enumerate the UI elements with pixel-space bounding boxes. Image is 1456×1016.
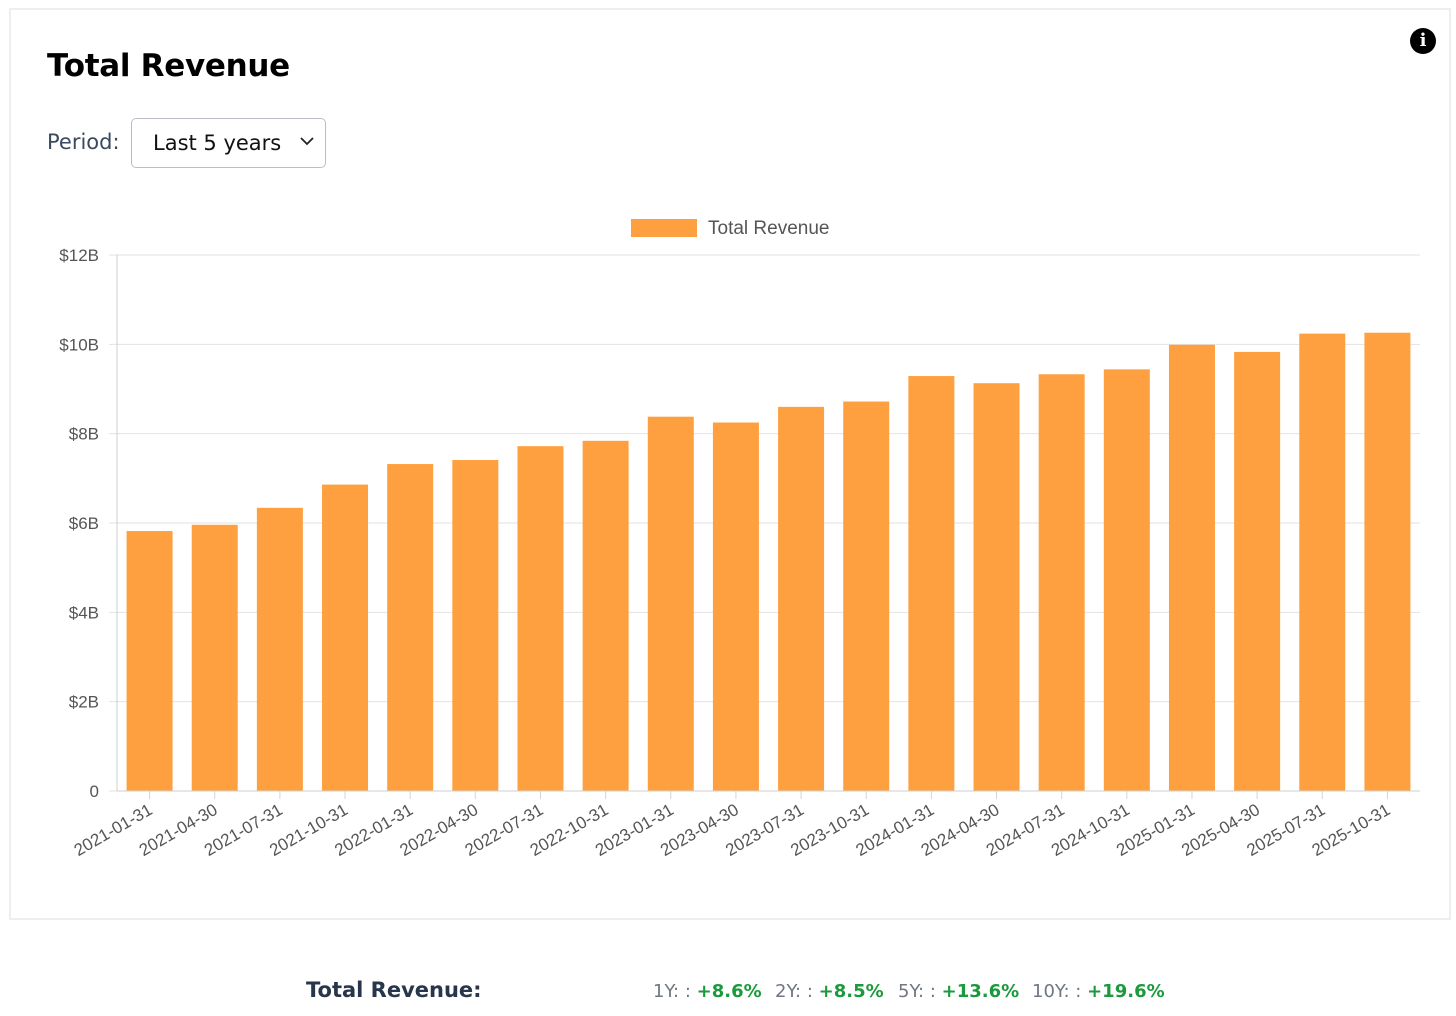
y-tick-label: 0 bbox=[90, 782, 99, 801]
revenue-bar-chart: 0$2B$4B$6B$8B$10B$12B2021-01-312021-04-3… bbox=[59, 218, 1420, 860]
y-tick-label: $4B bbox=[69, 603, 99, 622]
growth-1y: 1Y: : +8.6% bbox=[653, 981, 762, 1002]
bar-2023-10-31 bbox=[843, 401, 890, 791]
legend-label: Total Revenue bbox=[708, 218, 829, 239]
bar-2021-10-31 bbox=[322, 484, 369, 791]
summary-label: Total Revenue: bbox=[306, 978, 482, 1002]
bar-2024-01-31 bbox=[908, 376, 955, 791]
growth-5y: 5Y: : +13.6% bbox=[898, 981, 1019, 1002]
bar-2022-07-31 bbox=[517, 446, 564, 791]
period-label: Period: bbox=[47, 130, 120, 154]
bar-2021-04-30 bbox=[191, 524, 238, 791]
revenue-card: Total Revenue i Period: Last 5 years 0 $2… bbox=[9, 8, 1451, 920]
bar-2023-01-31 bbox=[647, 416, 694, 791]
bar-2025-01-31 bbox=[1168, 344, 1215, 791]
growth-5y-value: +13.6% bbox=[941, 981, 1020, 1002]
legend-swatch bbox=[631, 219, 697, 237]
growth-1y-value: +8.6% bbox=[696, 981, 762, 1002]
bar-2023-04-30 bbox=[712, 422, 759, 791]
chevron-down-icon bbox=[300, 137, 314, 146]
page-title: Total Revenue bbox=[47, 48, 290, 84]
growth-2y: 2Y: : +8.5% bbox=[775, 981, 884, 1002]
bar-2025-07-31 bbox=[1299, 333, 1346, 791]
y-tick-label: $10B bbox=[59, 335, 99, 354]
growth-10y: 10Y: : +19.6% bbox=[1032, 981, 1165, 1002]
bar-2022-10-31 bbox=[582, 440, 629, 791]
period-select[interactable]: Last 5 years bbox=[131, 118, 326, 168]
growth-10y-value: +19.6% bbox=[1087, 981, 1165, 1002]
period-selected-value: Last 5 years bbox=[153, 131, 282, 155]
bar-2024-04-30 bbox=[973, 383, 1020, 791]
bar-2021-01-31 bbox=[126, 531, 173, 791]
bar-2025-10-31 bbox=[1364, 332, 1411, 791]
bar-2022-01-31 bbox=[387, 464, 434, 791]
growth-10y-key: 10Y: : bbox=[1032, 981, 1082, 1002]
y-tick-label: $12B bbox=[59, 246, 99, 265]
growth-5y-key: 5Y: : bbox=[898, 981, 936, 1002]
bar-2024-07-31 bbox=[1038, 374, 1085, 791]
bar-2023-07-31 bbox=[778, 406, 825, 791]
growth-1y-key: 1Y: : bbox=[653, 981, 691, 1002]
growth-2y-key: 2Y: : bbox=[775, 981, 813, 1002]
bar-2021-07-31 bbox=[256, 507, 303, 791]
bar-2022-04-30 bbox=[452, 460, 499, 791]
info-icon[interactable]: i bbox=[1410, 28, 1436, 54]
y-tick-label: $2B bbox=[69, 693, 99, 712]
y-tick-label: $6B bbox=[69, 514, 99, 533]
bar-2024-10-31 bbox=[1103, 369, 1150, 791]
y-tick-label: $8B bbox=[69, 425, 99, 444]
bar-2025-04-30 bbox=[1234, 351, 1281, 791]
growth-summary: Total Revenue: 1Y: : +8.6% 2Y: : +8.5% 5… bbox=[0, 978, 1456, 1008]
growth-2y-value: +8.5% bbox=[818, 981, 884, 1002]
